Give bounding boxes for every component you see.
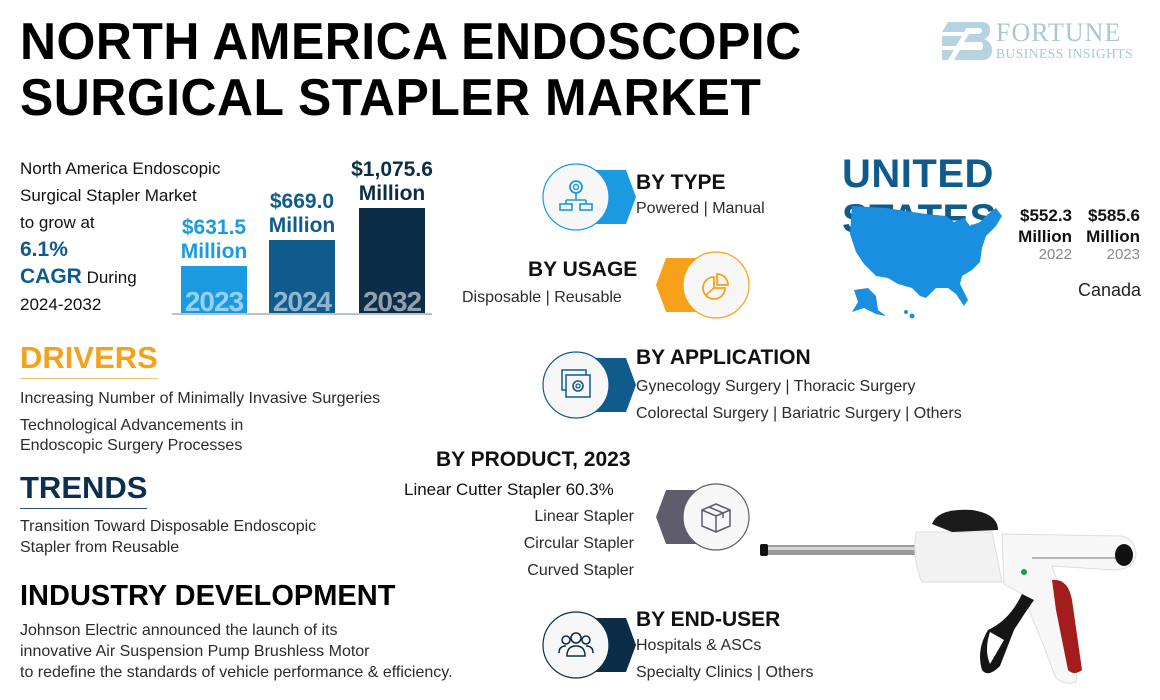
by-application-values: Colorectal Surgery | Bariatric Surgery |… (636, 405, 962, 422)
bar-year-label: 2024 (272, 286, 332, 315)
during-label: During (86, 268, 137, 287)
bar-2032: 2032 (359, 208, 425, 314)
forecast-period: 2024-2032 (20, 295, 102, 314)
market-growth-summary: North America Endoscopic Surgical Staple… (20, 155, 240, 318)
by-product-item: Curved Stapler (527, 562, 634, 579)
trends-heading: TRENDS (20, 470, 148, 509)
canada-label: Canada (1078, 280, 1142, 300)
logo-text-business-insights: BUSINESS INSIGHTS (996, 46, 1134, 61)
us-year-2023: 2023 (1106, 246, 1140, 263)
by-product-highlight: Linear Cutter Stapler 60.3% (404, 480, 614, 499)
us-stat-2023: $585.6 Million (1086, 206, 1140, 246)
bar-year-label: 2032 (362, 286, 422, 315)
by-end-user-title: BY END-USER (636, 608, 781, 631)
industry-line: innovative Air Suspension Pump Brushless… (20, 643, 370, 660)
by-end-user-values: Hospitals & ASCs (636, 637, 762, 654)
driver-item: Technological Advancements in (20, 417, 244, 434)
market-size-bar-chart: 2023 $631.5 Million 2024 $669.0 Million 20… (175, 150, 433, 314)
bar-value-label: $669.0 Million (268, 190, 336, 237)
trend-item: Stapler from Reusable (20, 539, 180, 556)
by-product-item: Linear Stapler (534, 508, 634, 525)
driver-item: Increasing Number of Minimally Invasive … (20, 390, 381, 407)
by-application-title: BY APPLICATION (636, 346, 811, 369)
by-application-values: Gynecology Surgery | Thoracic Surgery (636, 378, 916, 395)
logo-text-fortune: FORTUNE (996, 18, 1122, 47)
cagr-value: 6.1% (20, 238, 68, 261)
settings-window-icon (542, 351, 636, 419)
by-usage-values: Disposable | Reusable (462, 289, 622, 306)
page-title: NORTH AMERICA ENDOSCOPIC SURGICAL STAPLE… (20, 14, 802, 126)
chart-baseline (172, 313, 432, 315)
driver-item: Endoscopic Surgery Processes (20, 437, 243, 454)
box-icon (656, 483, 750, 551)
cagr-label: CAGR (20, 265, 82, 288)
industry-development-heading: INDUSTRY DEVELOPMENT (20, 580, 396, 612)
bar-2023: 2023 (181, 266, 247, 314)
market-text-line: to grow at (20, 213, 95, 232)
industry-line: to redefine the standards of vehicle per… (20, 664, 453, 681)
us-year-2022: 2022 (1038, 246, 1072, 263)
market-text-line: Surgical Stapler Market (20, 186, 197, 205)
title-line-1: NORTH AMERICA ENDOSCOPIC (20, 13, 802, 71)
by-type-title: BY TYPE (636, 171, 726, 194)
industry-line: Johnson Electric announced the launch of… (20, 622, 338, 639)
by-usage-title: BY USAGE (528, 258, 638, 281)
by-product-item: Circular Stapler (523, 535, 634, 552)
bar-2024: 2024 (269, 240, 335, 314)
by-type-values: Powered | Manual (636, 200, 765, 217)
drivers-heading: DRIVERS (20, 340, 158, 379)
pie-chart-icon (656, 251, 750, 319)
by-product-title: BY PRODUCT, 2023 (436, 448, 631, 471)
fbi-logo-icon (942, 22, 992, 60)
gear-network-icon (542, 163, 636, 231)
trend-item: Transition Toward Disposable Endoscopic (20, 518, 317, 535)
bar-year-label: 2023 (184, 286, 244, 315)
bar-value-label: $631.5 Million (180, 216, 248, 263)
surgical-stapler-illustration (760, 509, 1137, 684)
users-group-icon (542, 611, 636, 679)
by-end-user-values: Specialty Clinics | Others (636, 664, 814, 681)
us-stat-2022: $552.3 Million (1018, 206, 1072, 246)
industry-development-text: Johnson Electric announced the launch of… (20, 620, 453, 683)
us-map-icon (850, 206, 1002, 319)
title-line-2: SURGICAL STAPLER MARKET (20, 69, 762, 127)
bar-value-label: $1,075.6 Million (351, 158, 433, 205)
market-text-line: North America Endoscopic (20, 159, 221, 178)
fortune-business-insights-logo: FORTUNE BUSINESS INSIGHTS (940, 18, 1140, 62)
